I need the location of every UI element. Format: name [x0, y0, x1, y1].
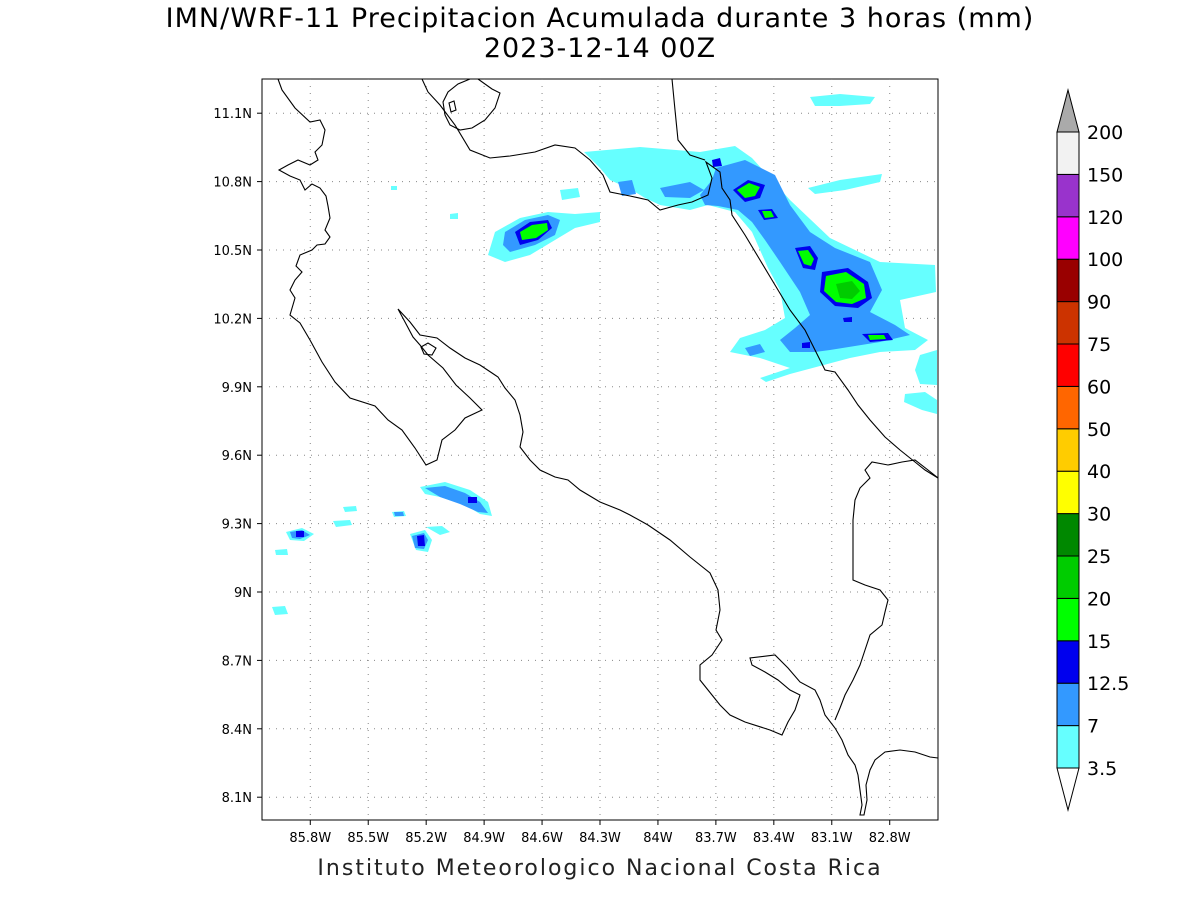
colorbar-level-label: 75: [1087, 334, 1111, 356]
y-tick-label: 10.5N: [213, 244, 252, 259]
y-tick-label: 10.2N: [213, 312, 252, 327]
colorbar-swatch: [1056, 216, 1080, 260]
x-tick-label: 82.8W: [869, 831, 911, 846]
colorbar-level-label: 30: [1087, 504, 1111, 526]
colorbar-level-label: 90: [1087, 292, 1111, 314]
coastline-caribbean: [834, 459, 938, 721]
x-tick-label: 84W: [643, 831, 673, 846]
colorbar-level-label: 50: [1087, 419, 1111, 441]
island-nicoya: [420, 342, 437, 356]
colorbar-level-label: 25: [1087, 546, 1111, 568]
map-frame: [261, 78, 939, 821]
colorbar-level-label: 120: [1087, 207, 1123, 229]
coastline-north-shore: [277, 79, 938, 816]
colorbar-swatch: [1056, 258, 1080, 303]
colorbar-swatch: [1056, 428, 1080, 472]
colorbar-swatch: [1056, 131, 1080, 175]
colorbar-level-label: 3.5: [1087, 758, 1117, 780]
coastlines-borders: [277, 79, 938, 816]
precipitation-field: [272, 94, 937, 615]
axis-tick-labels: 85.8W 85.5W 85.2W 84.9W 84.6W 84.3W 84W 83.7W 83…: [213, 107, 910, 846]
y-tick-label: 9N: [234, 586, 252, 601]
colorbar-level-label: 200: [1087, 122, 1123, 144]
colorbar-swatch: [1056, 513, 1080, 557]
x-tick-label: 85.8W: [289, 831, 331, 846]
colorbar: 3.5 7 12.5 15 20 25 30 40 50 60 75 90 100 120 150 200: [1056, 88, 1129, 812]
colorbar-level-label: 150: [1087, 164, 1123, 186]
x-tick-label: 83.1W: [811, 831, 853, 846]
y-tick-label: 9.9N: [222, 381, 252, 396]
x-tick-label: 83.7W: [695, 831, 737, 846]
colorbar-level-label: 15: [1087, 631, 1111, 653]
chart-title: IMN/WRF-11 Precipitacion Acumulada duran…: [165, 3, 1035, 34]
colorbar-underflow-triangle: [1056, 767, 1080, 812]
colorbar-swatch: [1056, 301, 1080, 345]
colorbar-swatch: [1056, 555, 1080, 599]
precip-band-20-25: [836, 281, 860, 299]
colorbar-level-label: 40: [1087, 461, 1111, 483]
y-tick-label: 9.3N: [222, 518, 252, 533]
x-tick-label: 85.5W: [347, 831, 389, 846]
colorbar-overflow-triangle: [1056, 88, 1080, 133]
chart-subtitle-date: 2023-12-14 00Z: [483, 33, 717, 64]
y-tick-label: 8.1N: [222, 791, 252, 806]
y-tick-label: 11.1N: [213, 107, 252, 122]
graticule-grid: [262, 79, 938, 820]
x-tick-label: 84.9W: [463, 831, 505, 846]
island-small: [448, 100, 457, 113]
x-tick-label: 84.6W: [521, 831, 563, 846]
colorbar-level-label: 12.5: [1087, 673, 1129, 695]
x-tick-label: 85.2W: [405, 831, 447, 846]
colorbar-swatch: [1056, 173, 1080, 218]
coastline-lake-shore: [442, 79, 501, 131]
x-tick-label: 83.4W: [753, 831, 795, 846]
y-tick-label: 8.7N: [222, 654, 252, 669]
colorbar-level-label: 60: [1087, 376, 1111, 398]
colorbar-level-label: 20: [1087, 588, 1111, 610]
colorbar-swatch: [1056, 470, 1080, 515]
colorbar-level-label: 100: [1087, 249, 1123, 271]
colorbar-swatch: [1056, 343, 1080, 387]
y-tick-label: 8.4N: [222, 723, 252, 738]
colorbar-swatch: [1056, 640, 1080, 684]
colorbar-swatch: [1056, 597, 1080, 642]
y-tick-label: 10.8N: [213, 176, 252, 191]
colorbar-swatch: [1056, 725, 1080, 769]
y-tick-label: 9.6N: [222, 449, 252, 464]
colorbar-level-label: 7: [1087, 716, 1099, 738]
x-tick-label: 84.3W: [579, 831, 621, 846]
footer-credit: Instituto Meteorologico Nacional Costa R…: [317, 856, 883, 881]
river-caribbean-border: [671, 79, 706, 161]
border-nicaragua: [421, 79, 938, 479]
colorbar-swatch: [1056, 385, 1080, 430]
colorbar-swatch: [1056, 682, 1080, 727]
